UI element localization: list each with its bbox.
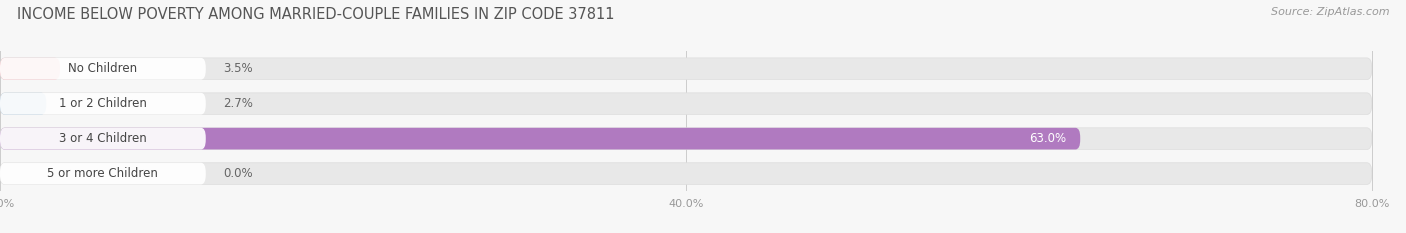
Text: 63.0%: 63.0% [1029, 132, 1067, 145]
FancyBboxPatch shape [0, 163, 205, 185]
Text: 0.0%: 0.0% [224, 167, 253, 180]
Text: No Children: No Children [69, 62, 138, 75]
Text: 5 or more Children: 5 or more Children [48, 167, 159, 180]
FancyBboxPatch shape [0, 58, 205, 80]
Text: 2.7%: 2.7% [224, 97, 253, 110]
FancyBboxPatch shape [0, 128, 1372, 150]
Text: 3 or 4 Children: 3 or 4 Children [59, 132, 146, 145]
FancyBboxPatch shape [0, 58, 1372, 80]
FancyBboxPatch shape [0, 93, 1372, 115]
Text: INCOME BELOW POVERTY AMONG MARRIED-COUPLE FAMILIES IN ZIP CODE 37811: INCOME BELOW POVERTY AMONG MARRIED-COUPL… [17, 7, 614, 22]
Text: Source: ZipAtlas.com: Source: ZipAtlas.com [1271, 7, 1389, 17]
FancyBboxPatch shape [0, 93, 46, 115]
FancyBboxPatch shape [0, 93, 205, 115]
FancyBboxPatch shape [0, 128, 1080, 150]
FancyBboxPatch shape [0, 58, 60, 80]
FancyBboxPatch shape [0, 163, 1372, 185]
Text: 1 or 2 Children: 1 or 2 Children [59, 97, 146, 110]
Text: 3.5%: 3.5% [224, 62, 253, 75]
FancyBboxPatch shape [0, 128, 205, 150]
